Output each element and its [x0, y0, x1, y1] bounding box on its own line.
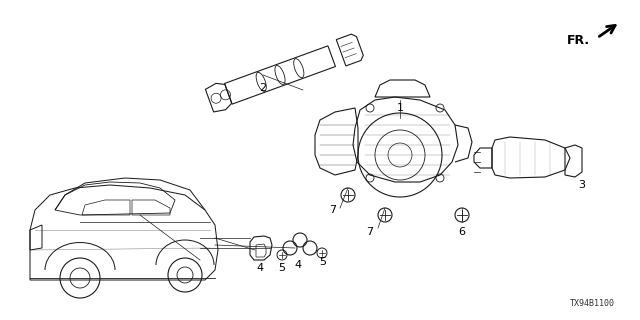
- Text: TX94B1100: TX94B1100: [570, 299, 615, 308]
- Text: 2: 2: [259, 83, 267, 93]
- Text: 5: 5: [319, 257, 326, 267]
- Text: 7: 7: [330, 205, 337, 215]
- Text: FR.: FR.: [567, 34, 590, 46]
- Text: 4: 4: [294, 260, 301, 270]
- Text: 7: 7: [367, 227, 374, 237]
- Text: 6: 6: [458, 227, 465, 237]
- Text: 1: 1: [397, 103, 403, 113]
- Text: 4: 4: [257, 263, 264, 273]
- Text: 5: 5: [278, 263, 285, 273]
- Text: 3: 3: [579, 180, 586, 190]
